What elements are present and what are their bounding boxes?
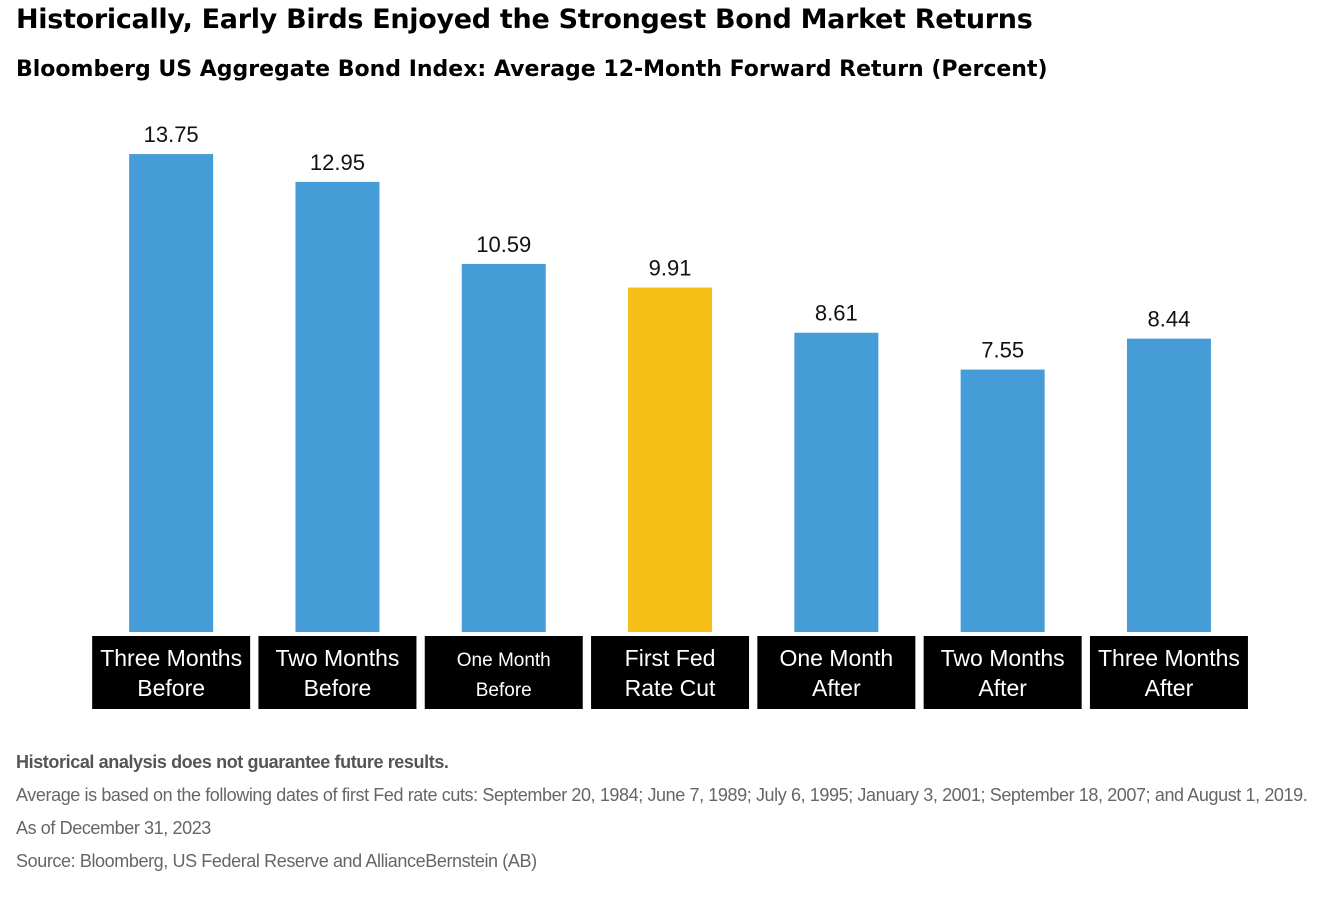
category-label-box: [1089, 636, 1248, 709]
category-label: After: [1145, 675, 1194, 701]
data-label: 9.91: [649, 256, 692, 281]
data-label: 13.75: [144, 122, 199, 147]
bar: [628, 287, 713, 632]
bar: [794, 332, 879, 632]
category-label: Before: [476, 680, 532, 701]
as-of-date: As of December 31, 2023: [16, 818, 211, 838]
bar: [1126, 338, 1211, 632]
category-label-box: [923, 636, 1082, 709]
category-label: One Month: [457, 650, 551, 671]
category-label-box: [258, 636, 417, 709]
category-label: Three Months: [1098, 645, 1240, 671]
category-label: After: [812, 675, 861, 701]
bar: [129, 154, 214, 632]
category-label-box: [757, 636, 916, 709]
data-label: 12.95: [310, 150, 365, 175]
data-label: 10.59: [476, 232, 531, 257]
category-label: After: [978, 675, 1027, 701]
chart-title: Historically, Early Birds Enjoyed the St…: [16, 4, 1033, 35]
category-label: Before: [304, 675, 372, 701]
category-label-box: [591, 636, 750, 709]
footnotes: Historical analysis does not guarantee f…: [16, 746, 1316, 878]
category-label: First Fed: [625, 645, 716, 671]
category-label: One Month: [779, 645, 893, 671]
data-label: 8.61: [815, 301, 858, 326]
methodology-note: Average is based on the following dates …: [16, 785, 1308, 805]
category-label: Three Months: [100, 645, 242, 671]
bar: [461, 263, 546, 632]
category-label-box: [424, 636, 583, 709]
category-label: Two Months: [275, 645, 399, 671]
category-label: Before: [137, 675, 205, 701]
bar: [295, 181, 380, 632]
data-label: 8.44: [1148, 307, 1191, 332]
bar-chart: 13.75 Three Months Before 12.95 Two Months Be…: [92, 122, 1248, 709]
category-label: Rate Cut: [625, 675, 716, 701]
source-note: Source: Bloomberg, US Federal Reserve an…: [16, 851, 537, 871]
chart-subtitle: Bloomberg US Aggregate Bond Index: Avera…: [16, 57, 1048, 82]
disclaimer-note: Historical analysis does not guarantee f…: [16, 752, 449, 772]
category-label-box: [92, 636, 251, 709]
data-label: 7.55: [981, 338, 1024, 363]
category-label: Two Months: [941, 645, 1065, 671]
bar: [960, 369, 1045, 632]
